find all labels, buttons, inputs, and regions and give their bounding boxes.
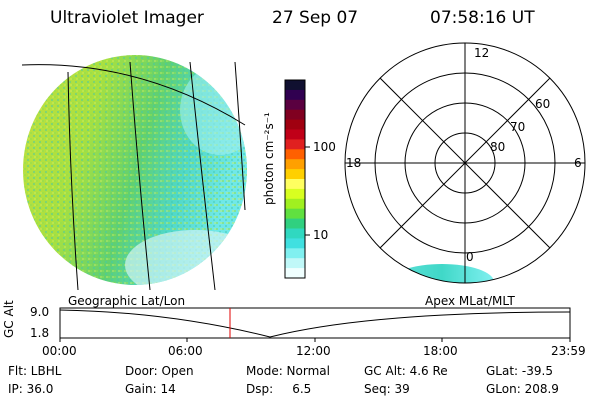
colorbar-tick-100: 100 xyxy=(313,140,336,154)
colorbar-cell xyxy=(285,248,305,259)
apex-label: Apex MLat/MLT xyxy=(425,294,515,308)
colorbar-cell xyxy=(285,208,305,220)
colorbar-cell xyxy=(285,179,305,190)
altitude-curve xyxy=(59,309,571,338)
status-dsp: Dsp: 6.5 xyxy=(246,382,312,396)
instrument-title: Ultraviolet Imager xyxy=(50,8,204,28)
x-tick-2: 12:00 xyxy=(296,344,331,358)
timeline-y-top: 9.0 xyxy=(30,305,50,319)
colorbar-cell xyxy=(285,169,305,180)
colorbar-cell xyxy=(285,238,305,249)
mlt-label-6: 6 xyxy=(574,156,582,170)
status-seq: Seq: 39 xyxy=(364,382,410,396)
colorbar-cell xyxy=(285,119,305,130)
lat-label-80: 80 xyxy=(490,140,506,154)
status-flt: Flt: LBHL xyxy=(8,364,62,378)
colorbar-cell xyxy=(285,129,305,140)
polar-plot xyxy=(344,42,586,284)
x-tick-4: 23:59 xyxy=(551,344,586,358)
mlt-label-12: 12 xyxy=(474,46,490,60)
colorbar-cell xyxy=(285,139,305,150)
colorbar-cell xyxy=(285,149,305,160)
colorbar-cell xyxy=(285,80,305,91)
status-ip: IP: 36.0 xyxy=(8,382,54,396)
uv-image-disk xyxy=(23,55,247,285)
timeline-y-bottom: 1.8 xyxy=(30,326,50,340)
status-glat: GLat: -39.5 xyxy=(486,364,553,378)
colorbar-cell xyxy=(285,159,305,170)
colorbar-cell xyxy=(285,188,305,200)
colorbar-cell xyxy=(285,99,305,111)
mlt-label-0: 0 xyxy=(466,250,474,264)
x-tick-1: 06:00 xyxy=(168,344,203,358)
colorbar-cell xyxy=(285,268,305,279)
colorbar-cell xyxy=(285,109,305,121)
x-tick-0: 00:00 xyxy=(42,344,77,358)
colorbar-cell xyxy=(285,89,305,101)
geographic-label: Geographic Lat/Lon xyxy=(68,294,186,308)
timeline-yaxis-label: GC Alt xyxy=(2,300,16,338)
mlt-label-18: 18 xyxy=(346,156,362,170)
colorbar-cell xyxy=(285,198,305,210)
geographic-grid-lines xyxy=(21,61,246,291)
x-tick-3: 18:00 xyxy=(423,344,458,358)
date-label: 27 Sep 07 xyxy=(272,8,359,28)
colorbar-cell xyxy=(285,258,305,269)
time-label: 07:58:16 UT xyxy=(430,8,535,28)
status-glon: GLon: 208.9 xyxy=(486,382,559,396)
colorbar xyxy=(284,79,310,279)
status-gain: Gain: 14 xyxy=(125,382,176,396)
colorbar-unit-label: photon cm⁻²s⁻¹ xyxy=(262,112,276,205)
colorbar-cell xyxy=(285,228,305,239)
status-gc-alt: GC Alt: 4.6 Re xyxy=(364,364,448,378)
colorbar-tick-10: 10 xyxy=(313,228,329,242)
lat-label-70: 70 xyxy=(510,120,526,134)
colorbar-cell xyxy=(285,218,305,229)
status-door: Door: Open xyxy=(125,364,194,378)
status-mode: Mode: Normal xyxy=(246,364,330,378)
timeline-plot xyxy=(59,307,571,342)
lat-label-60: 60 xyxy=(535,97,551,111)
